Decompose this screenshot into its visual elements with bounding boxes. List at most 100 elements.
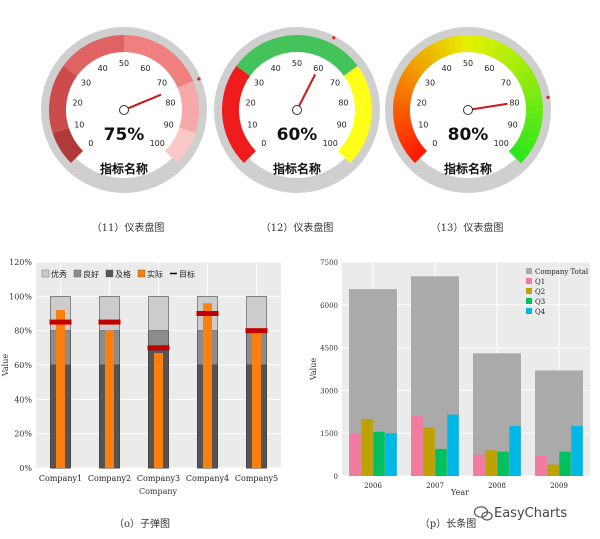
bar-legend-label: Q2 (535, 288, 545, 296)
bullet-legend-label: 目标 (179, 269, 195, 279)
bar-legend-swatch (526, 288, 532, 294)
gauge-tick-label: 10 (418, 121, 428, 130)
gauge-needle (123, 93, 162, 111)
gauge-color-band (63, 35, 124, 76)
gauge-color-band (507, 55, 525, 72)
bullet-y-axis-title: Value (1, 354, 10, 378)
bullet-target-marker (245, 328, 268, 334)
bar-quarter (535, 456, 547, 476)
gauge-value-label: 75% (104, 125, 145, 145)
bullet-legend-swatch (105, 269, 114, 278)
watermark: EasyCharts (473, 506, 567, 521)
bar-quarter (547, 464, 559, 476)
gauge-color-band (515, 137, 534, 153)
gauge-color-band (393, 116, 412, 127)
bar-x-tick-label: 2006 (364, 482, 382, 490)
bar-y-tick-label: 1500 (320, 430, 338, 438)
gauge-color-band (399, 132, 418, 147)
gauge-needle (296, 73, 317, 111)
bullet-target-marker (49, 319, 72, 325)
gauge-color-band (478, 36, 490, 55)
gauge-color-band (393, 111, 411, 120)
gauge-color-band (524, 91, 543, 102)
gauge-tick-label: 80 (509, 99, 519, 108)
gauge-tick-label: 100 (323, 139, 338, 148)
bar-y-tick-label: 4500 (320, 345, 338, 353)
bar-quarter (411, 416, 423, 476)
bar-quarter (559, 451, 571, 476)
bar-quarter (435, 448, 447, 476)
gauge-color-band (499, 46, 515, 65)
gauge-tick-label: 0 (261, 139, 266, 148)
gauge-tick-label: 40 (442, 64, 452, 73)
gauge-tick-label: 70 (501, 78, 511, 87)
gauge-tick-label: 100 (150, 139, 165, 148)
bar-quarter (571, 426, 583, 476)
bullet-legend: 优秀 良好 及格 实际 目标 (41, 269, 195, 279)
gauge-color-band (523, 122, 542, 134)
bullet-legend-label: 良好 (83, 269, 99, 279)
bar-x-tick-label: 2009 (550, 482, 568, 490)
gauge-color-band (503, 50, 520, 68)
gauge-color-band (427, 42, 442, 62)
bullet-x-tick-label: Company3 (137, 474, 180, 483)
bullet-legend-label: 及格 (115, 269, 131, 279)
gauge-needle-hub (119, 105, 129, 115)
bar-y-tick-label: 0 (334, 473, 338, 481)
gauge-color-band (518, 133, 537, 147)
gauge-tick-label: 20 (416, 99, 426, 108)
bullet-x-tick-label: Company5 (235, 474, 278, 483)
gauge-tick-label: 20 (245, 99, 255, 108)
bar-quarter (509, 426, 521, 476)
gauge-color-band (397, 77, 416, 91)
bullet-legend-swatch (137, 269, 146, 278)
gauge-tick-label: 60 (484, 64, 494, 73)
gauge-color-band (468, 35, 476, 53)
bar-quarter (485, 450, 497, 476)
gauge-name-label: 指标名称 (273, 161, 321, 176)
gauge-chart-2: 0 10 20 30 40 50 60 70 80 90 100 60% 指标名称 (214, 27, 380, 193)
bar-quarter (423, 427, 435, 476)
gauge-color-band (48, 65, 78, 134)
bullet-axis: 0% 20% 40% 60% 80% 100% 120% Company1 Company2 Co… (9, 258, 278, 483)
gauge-tick-label: 40 (98, 64, 108, 73)
bullet-actual-bar (154, 352, 163, 468)
gauge-tick-label: 50 (119, 59, 129, 68)
gauge-tick-label: 90 (337, 121, 347, 130)
gauge-color-band (521, 127, 540, 141)
gauge-color-band (508, 146, 526, 164)
bullet-x-tick-label: Company2 (88, 474, 131, 483)
gauge-needle (467, 102, 508, 111)
gauge-color-band (400, 71, 419, 86)
bullet-target-marker (147, 345, 170, 351)
gauge-color-band (525, 98, 543, 107)
gauge-outer-marker (332, 36, 336, 40)
gauge-color-band (165, 127, 196, 164)
gauge-color-band (433, 40, 447, 59)
bullet-actual-bar (105, 330, 114, 468)
gauge-color-band (393, 104, 411, 113)
bullet-y-tick-label: 80% (14, 327, 32, 336)
gauge-color-band (403, 65, 422, 81)
gauge-tick-label: 30 (425, 78, 435, 87)
gauge-caption-3: （13）仪表盘图 (431, 221, 504, 234)
bar-caption: （p）长条图 (420, 517, 476, 530)
gauge-color-band (489, 40, 503, 59)
gauge-tick-label: 50 (292, 59, 302, 68)
gauge-color-band (525, 111, 543, 120)
bullet-x-tick-label: Company4 (186, 474, 229, 483)
gauge-color-band (177, 81, 199, 134)
bar-x-tick-label: 2008 (488, 482, 506, 490)
gauge-tick-label: 10 (247, 121, 257, 130)
bullet-actual-bar (56, 310, 65, 468)
bar-quarter (349, 433, 361, 476)
gauge-color-band (395, 84, 414, 96)
bar-x-tick-label: 2007 (426, 482, 444, 490)
gauge-color-band (484, 37, 496, 57)
gauge-tick-label: 80 (165, 99, 175, 108)
gauge-value-label: 80% (448, 125, 489, 145)
bar-x-axis-title: Year (450, 488, 469, 497)
gauge-color-band (460, 35, 469, 53)
gauge-tick-label: 0 (432, 139, 437, 148)
gauge-tick-label: 30 (254, 78, 264, 87)
